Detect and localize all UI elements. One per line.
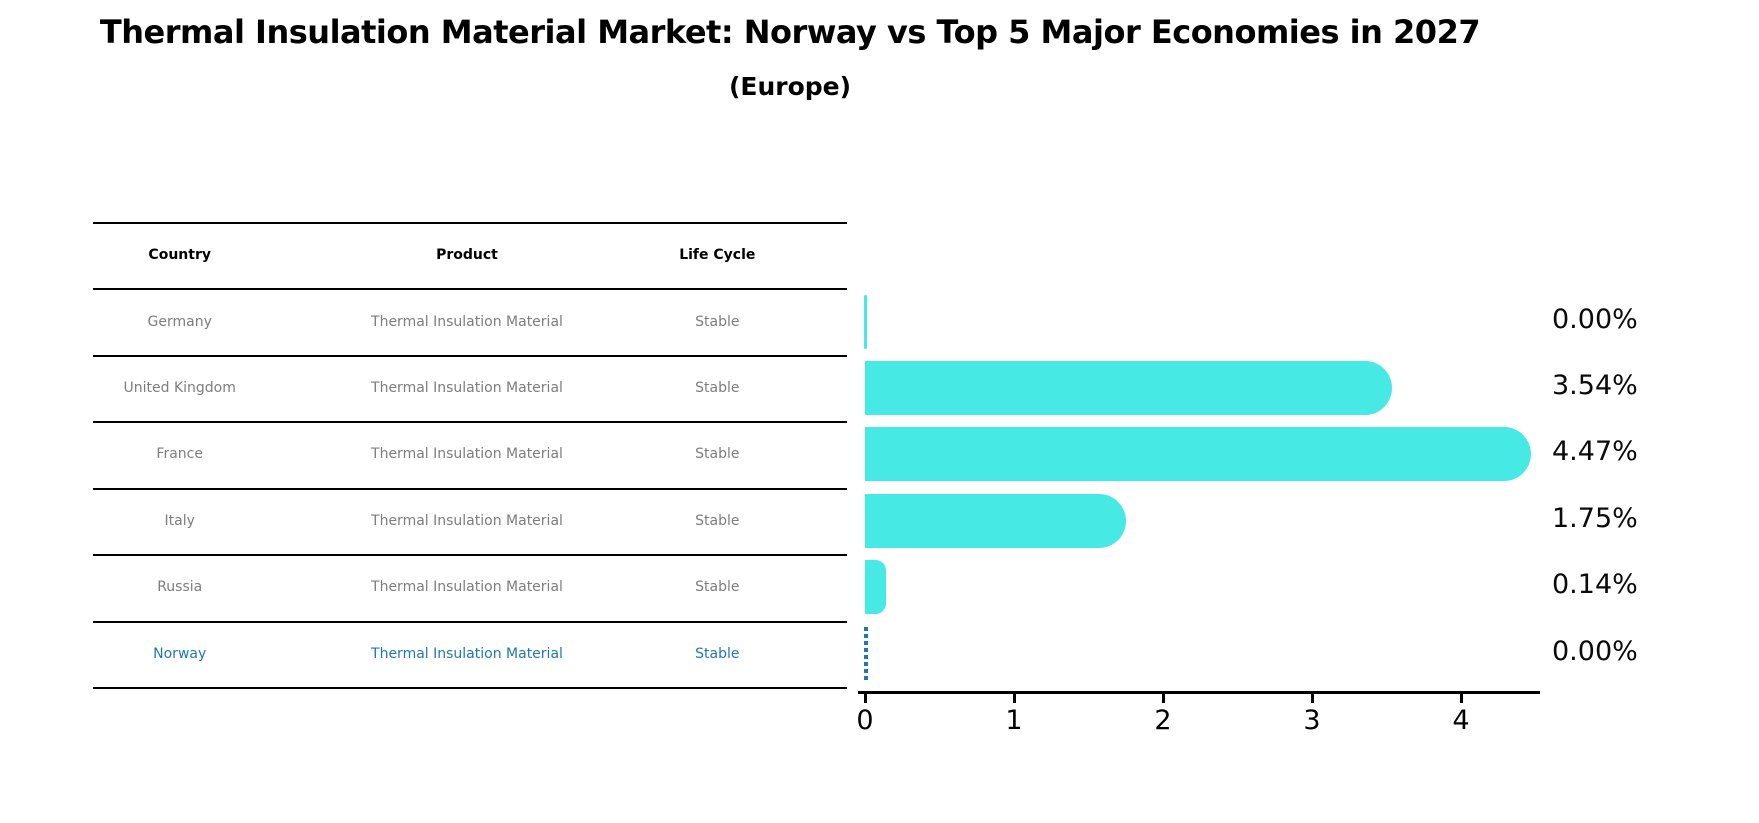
bar-russia	[865, 560, 886, 615]
x-axis-tick	[1161, 692, 1165, 703]
table-divider-line	[93, 354, 847, 357]
table-divider-line	[93, 687, 847, 689]
x-axis-tick-label: 0	[856, 705, 874, 736]
x-axis-tick	[863, 692, 867, 703]
header-country: Country	[148, 247, 211, 263]
table-divider-line	[93, 487, 847, 490]
x-axis-tick-label: 4	[1452, 705, 1470, 736]
table-divider-line	[93, 222, 847, 224]
row-divider-tick	[830, 354, 847, 357]
table-divider-line	[93, 421, 847, 424]
table-row-france: France Thermal Insulation Material Stabl…	[93, 427, 847, 481]
life-cycle-cell: Stable	[695, 645, 740, 662]
country-cell: Germany	[147, 313, 212, 330]
row-divider-tick	[830, 288, 847, 291]
bar-italy	[865, 493, 1126, 548]
life-cycle-cell: Stable	[695, 512, 740, 529]
value-label: 0.00%	[1552, 303, 1638, 335]
row-divider-tick	[830, 487, 847, 490]
table-row-germany: Germany Thermal Insulation Material Stab…	[93, 295, 847, 349]
product-cell: Thermal Insulation Material	[371, 380, 563, 397]
country-cell: United Kingdom	[123, 380, 236, 397]
country-cell: Russia	[157, 579, 203, 596]
life-cycle-cell: Stable	[695, 380, 740, 397]
product-cell: Thermal Insulation Material	[371, 579, 563, 596]
value-label: 0.00%	[1552, 635, 1638, 667]
row-divider-tick	[830, 554, 847, 557]
row-divider-tick	[830, 687, 847, 689]
table-row-italy: Italy Thermal Insulation Material Stable	[93, 494, 847, 548]
life-cycle-cell: Stable	[695, 313, 740, 330]
table-header-row: Country Product Life Cycle	[93, 228, 847, 282]
x-axis-tick	[1012, 692, 1016, 703]
country-cell: France	[156, 446, 203, 463]
x-axis-line	[858, 691, 1540, 694]
product-cell: Thermal Insulation Material	[371, 313, 563, 330]
row-divider-tick	[830, 421, 847, 424]
table-divider-line	[93, 288, 847, 291]
table-divider-line	[93, 554, 847, 557]
value-label: 1.75%	[1552, 502, 1638, 534]
product-cell: Thermal Insulation Material	[371, 645, 563, 662]
bar-united-kingdom	[865, 361, 1393, 416]
life-cycle-cell: Stable	[695, 579, 740, 596]
x-axis-tick	[1459, 692, 1463, 703]
page-subtitle: (Europe)	[728, 72, 852, 101]
country-cell: Norway	[153, 645, 207, 662]
norway-zero-dashed-marker	[864, 626, 868, 681]
header-life-cycle: Life Cycle	[679, 247, 756, 263]
page-title: Thermal Insulation Material Market: Norw…	[99, 13, 1481, 51]
table-row-united-kingdom: United Kingdom Thermal Insulation Materi…	[93, 361, 847, 415]
product-cell: Thermal Insulation Material	[371, 512, 563, 529]
life-cycle-cell: Stable	[695, 446, 740, 463]
table-divider-line	[93, 620, 847, 623]
row-divider-tick	[830, 620, 847, 623]
product-cell: Thermal Insulation Material	[371, 446, 563, 463]
value-label: 3.54%	[1552, 370, 1638, 402]
x-axis-tick	[1310, 692, 1314, 703]
zero-bar-germany	[864, 294, 867, 349]
value-label: 0.14%	[1552, 569, 1638, 601]
table-row-russia: Russia Thermal Insulation Material Stabl…	[93, 560, 847, 614]
header-product: Product	[436, 247, 498, 263]
x-axis-tick-label: 3	[1303, 705, 1321, 736]
bar-france	[865, 427, 1532, 482]
value-label: 4.47%	[1552, 436, 1638, 468]
x-axis-tick-label: 2	[1154, 705, 1172, 736]
table-row-norway: Norway Thermal Insulation Material Stabl…	[93, 627, 847, 681]
x-axis-tick-label: 1	[1005, 705, 1023, 736]
country-cell: Italy	[164, 512, 195, 529]
comparison-table: Country Product Life Cycle Germany Therm…	[93, 0, 847, 700]
